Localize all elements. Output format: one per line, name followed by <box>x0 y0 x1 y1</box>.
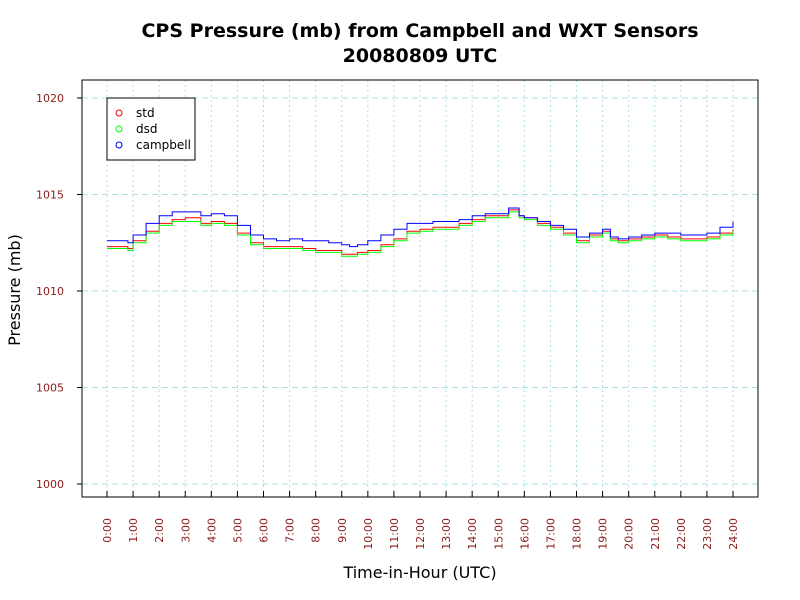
chart-title: CPS Pressure (mb) from Campbell and WXT … <box>141 20 699 42</box>
x-tick-label: 22:00 <box>675 518 688 550</box>
x-tick-label: 1:00 <box>127 518 140 543</box>
y-tick-label: 1020 <box>36 92 64 105</box>
series-line-std <box>107 209 734 255</box>
x-tick-label: 14:00 <box>466 518 479 550</box>
legend: std dsd campbell <box>106 97 196 161</box>
y-tick-label: 1010 <box>36 285 64 298</box>
x-tick-label: 4:00 <box>205 518 218 543</box>
x-tick-label: 10:00 <box>362 518 375 550</box>
x-tick-label: 17:00 <box>544 518 557 550</box>
legend-marker-std <box>115 109 123 117</box>
y-axis: 1000 1005 1010 1015 1020 <box>36 92 82 491</box>
legend-label-campbell: campbell <box>136 138 191 152</box>
legend-label-dsd: dsd <box>136 122 158 136</box>
x-tick-label: 6:00 <box>258 518 271 543</box>
x-tick-label: 18:00 <box>571 518 584 550</box>
y-tick-label: 1015 <box>36 189 64 202</box>
legend-marker-campbell <box>115 141 123 149</box>
series-line-dsd <box>107 211 734 257</box>
x-axis: 0:00 1:00 2:00 3:00 4:00 5:00 6:00 7:00 8:00 9:00… <box>101 491 740 550</box>
x-tick-label: 5:00 <box>231 518 244 543</box>
x-tick-label: 15:00 <box>492 518 505 550</box>
x-tick-label: 23:00 <box>701 518 714 550</box>
x-tick-label: 9:00 <box>336 518 349 543</box>
x-tick-label: 11:00 <box>388 518 401 550</box>
x-tick-label: 2:00 <box>153 518 166 543</box>
series-line-campbell <box>107 207 734 248</box>
chart-subtitle: 20080809 UTC <box>342 45 498 67</box>
y-tick-label: 1005 <box>36 382 64 395</box>
x-tick-label: 19:00 <box>597 518 610 550</box>
x-tick-label: 13:00 <box>440 518 453 550</box>
series-lines <box>107 207 734 257</box>
legend-marker-dsd <box>115 125 123 133</box>
x-tick-label: 12:00 <box>414 518 427 550</box>
x-axis-label: Time-in-Hour (UTC) <box>342 563 496 582</box>
x-tick-label: 16:00 <box>518 518 531 550</box>
x-tick-label: 7:00 <box>284 518 297 543</box>
y-axis-label: Pressure (mb) <box>5 234 24 346</box>
y-tick-label: 1000 <box>36 478 64 491</box>
legend-box <box>106 97 196 161</box>
x-tick-label: 21:00 <box>649 518 662 550</box>
x-tick-label: 20:00 <box>623 518 636 550</box>
legend-label-std: std <box>136 106 155 120</box>
x-tick-label: 24:00 <box>727 518 740 550</box>
x-tick-label: 0:00 <box>101 518 114 543</box>
x-tick-label: 8:00 <box>310 518 323 543</box>
x-tick-label: 3:00 <box>179 518 192 543</box>
